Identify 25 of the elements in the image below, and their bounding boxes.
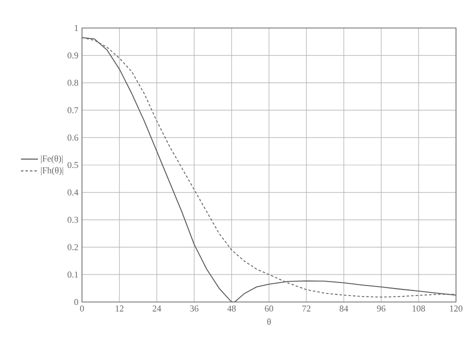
x-tick-label: 72 [302,306,310,312]
x-tick-label: 120 [450,306,462,312]
x-tick-label: 60 [264,306,274,312]
y-tick-label: 1 [74,25,78,31]
x-tick-label: 84 [340,306,348,312]
x-tick-label: 48 [227,306,236,312]
y-tick-label: 0.8 [68,80,78,86]
x-tick-label: 24 [152,306,162,312]
x-tick-label: 36 [190,306,198,312]
x-axis-title: θ [267,318,271,325]
y-tick-label: 0.4 [68,189,78,196]
y-tick-label: 0.1 [68,272,78,278]
legend-label: |Fe(θ)| [41,155,63,164]
y-tick-label: 0.3 [68,216,78,223]
legend-label: |Fh(θ)| [41,166,64,176]
x-tick-label: 108 [412,306,425,312]
y-tick-label: 0.2 [68,244,78,250]
x-tick-label: 12 [116,306,124,312]
y-tick-label: 0.5 [68,162,78,168]
y-tick-label: 0 [74,298,78,306]
y-tick-label: 0.6 [68,134,78,141]
y-tick-label: 0.7 [68,107,78,114]
x-tick-label: 96 [377,306,386,312]
x-tick-label: 0 [80,306,84,312]
y-tick-label: 0.9 [68,52,78,58]
